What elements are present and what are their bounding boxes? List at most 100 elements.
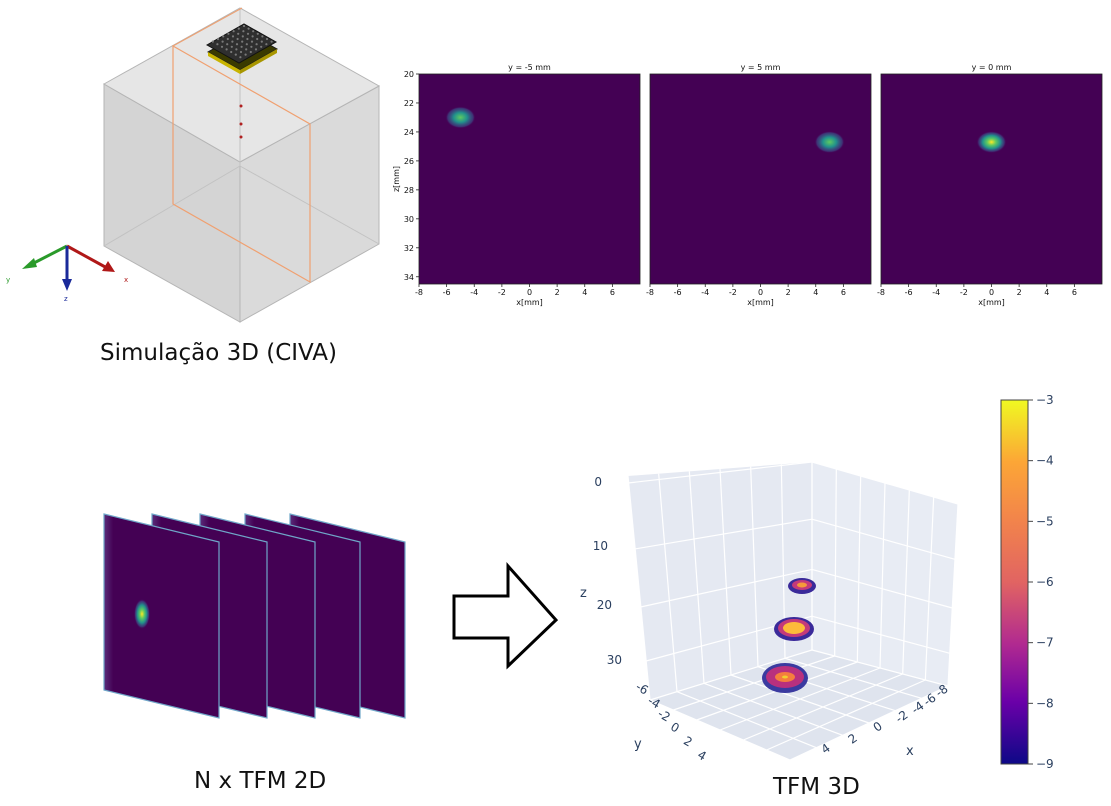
z-axis-title: z: [580, 586, 587, 601]
heatmap-title: y = -5 mm: [508, 63, 551, 72]
gridline: [766, 679, 926, 751]
y-tick-label: 24: [404, 128, 414, 137]
probe-element-dot: [216, 37, 220, 41]
x-arrow-icon: [102, 261, 115, 272]
probe-element-dot: [250, 45, 253, 48]
probe-element-dot: [265, 37, 269, 41]
gridline: [750, 466, 759, 667]
z-tick-label: 30: [607, 653, 622, 667]
heatmap-title: y = 0 mm: [972, 63, 1012, 72]
x-tick-label: -6: [905, 288, 913, 297]
tfm-slice-front: [103, 513, 220, 719]
scan-plane: [172, 44, 311, 284]
gridline: [658, 473, 678, 692]
probe-element-dot: [220, 45, 224, 48]
probe-element-dot: [234, 53, 237, 56]
gridline: [634, 518, 813, 550]
probe-element-dot: [227, 32, 230, 35]
process-arrow-icon: [452, 562, 559, 670]
y-tick-label: 32: [404, 244, 414, 253]
x-tick-label: -2: [498, 288, 506, 297]
z-arrow-icon: [62, 279, 72, 291]
x-tick-label: 0: [989, 288, 994, 297]
tfm-slice-indication: [134, 599, 150, 629]
gridline: [811, 518, 956, 560]
y-tick-label: 0: [668, 720, 682, 736]
probe-element-dot: [241, 35, 244, 38]
x-tick-label: 2: [555, 288, 560, 297]
x-tick-label: -6: [443, 288, 451, 297]
y-axis-label: z[mm]: [392, 166, 401, 192]
gridline: [627, 475, 651, 701]
y-tick-label: 30: [404, 215, 414, 224]
probe-element-dot: [237, 27, 240, 30]
heatmap-peak: [814, 131, 845, 154]
probe-element-dot: [246, 32, 250, 35]
probe-element-dot: [254, 48, 258, 51]
colorbar-tick-label: −9: [1036, 757, 1054, 771]
x-tick-label: 2: [786, 288, 791, 297]
isosurface-blob: [774, 617, 814, 641]
gridline: [811, 615, 950, 654]
heatmap-peak: [445, 106, 476, 129]
gridline: [811, 568, 953, 609]
probe-element-dot: [226, 43, 229, 46]
x-tick-label: 0: [758, 288, 763, 297]
y-arrow-icon: [22, 258, 37, 269]
isosurface-blob: [762, 663, 808, 693]
y-tick-label: 20: [404, 70, 414, 79]
probe-element-dot: [270, 40, 273, 43]
scene-back-wall: [628, 462, 812, 700]
probe-element-dot: [221, 40, 224, 43]
gridline: [688, 471, 705, 684]
tfm2d-stack-caption: N x TFM 2D: [194, 768, 327, 794]
y-axis-title: y: [634, 737, 642, 752]
gridline: [789, 685, 949, 761]
gridline: [947, 503, 959, 687]
isosurface-blob: [788, 578, 816, 594]
scene-side-wall: [812, 462, 958, 686]
probe-element-dot: [260, 45, 263, 48]
probe-element-dot: [239, 50, 243, 54]
y-tick-label: 2: [681, 734, 695, 750]
x-tick-label: 2: [1017, 288, 1022, 297]
colorbar: [1000, 399, 1029, 765]
x-tick-label: 6: [841, 288, 846, 297]
probe-element-dot: [245, 48, 248, 51]
x-tick-label: 4: [813, 288, 818, 297]
probe-element-dot: [235, 43, 239, 46]
probe-element-dot: [240, 45, 243, 48]
probe-element-dot: [226, 37, 229, 41]
heatmap-title: y = 5 mm: [741, 63, 781, 72]
z-tick-label: 20: [597, 598, 612, 612]
defect-marker: [239, 122, 243, 126]
axis-triad: y x z: [6, 244, 128, 303]
y-tick-label: 34: [404, 273, 414, 282]
probe-element-dot: [232, 30, 235, 33]
x-tick-label: 2: [846, 731, 860, 747]
x-tick-label: -6: [674, 288, 682, 297]
probe-element-dot: [216, 43, 219, 46]
probe-element-dot: [230, 45, 233, 48]
triad-x-label: x: [124, 276, 128, 284]
probe-element-dot: [236, 37, 239, 41]
probe-element-dot: [235, 48, 238, 51]
heatmap-area: [418, 73, 641, 285]
probe-element-dot: [256, 32, 259, 35]
x-tick-label: -8: [415, 288, 423, 297]
colorbar-tick-label: −7: [1036, 636, 1054, 650]
probe-element-dot: [260, 40, 263, 43]
probe-element-dot: [242, 24, 246, 28]
triad-z-label: z: [64, 295, 68, 303]
x-tick-label: -2: [729, 288, 737, 297]
x-tick-label: -4: [470, 288, 478, 297]
probe-element-dot: [252, 30, 255, 33]
probe-element-dot: [211, 40, 214, 43]
x-axis-label: x[mm]: [978, 298, 1005, 307]
triad-y-label: y: [6, 276, 10, 284]
cube-back-edge: [103, 165, 241, 247]
gridline: [879, 482, 886, 669]
x-tick-label: -2: [960, 288, 968, 297]
scene-gridlines: [627, 461, 959, 761]
gridline: [834, 468, 837, 657]
